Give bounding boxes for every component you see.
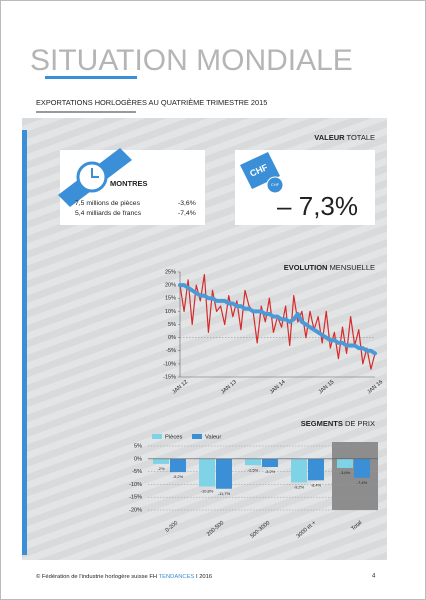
bar [245,458,261,466]
y-tick-label: 20% [165,283,176,289]
value-label: -7,4% [357,480,368,485]
legend-swatch [192,434,202,439]
total-value: – 7,3% [277,191,358,221]
chf-coin-label: CHF [271,182,280,187]
y-tick-label: 15% [165,296,176,302]
value-label: -11,7% [218,491,231,496]
y-tick-label: 0% [134,456,142,462]
bar [354,458,370,478]
legend-label: Valeur [205,435,221,441]
y-tick-label: 25% [165,269,176,275]
bar [170,458,186,473]
y-tick-label: -5% [166,348,176,354]
value-label: -5,2% [173,474,184,479]
bar [153,458,169,464]
evolution-label: EVOLUTION MENSUELLE [284,263,375,272]
chf-coin [266,176,284,194]
value-label: -10,8% [201,489,214,494]
y-tick-label: -10% [129,482,142,488]
y-tick-label: -15% [129,495,142,501]
title-underline [45,76,137,79]
watch-hands [91,168,99,178]
bar [216,458,232,489]
y-tick-label: 10% [165,309,176,315]
bar [308,458,324,481]
subtitle-underline [36,111,136,113]
segments-label: SEGMENTS DE PRIX [301,419,375,428]
watch-row: 5,4 milliards de francs [75,210,142,217]
watch-row-value: -3,6% [178,200,196,207]
y-tick-label: 5% [168,322,176,328]
value-label: -3,6% [340,470,351,475]
legend-swatch [152,434,162,439]
legend-label: Pièces [165,435,183,441]
value-label: -9,2% [294,484,305,489]
value-label: -3,2% [265,469,276,474]
bar [291,458,307,483]
y-tick-label: 5% [134,443,142,449]
footer: © Fédération de l'industrie horlogère su… [36,573,212,580]
y-tick-label: -20% [129,507,142,513]
title: SITUATION MONDIALE [30,44,353,77]
subtitle: EXPORTATIONS HORLOGÈRES AU QUATRIÈME TRI… [36,98,267,107]
y-tick-label: -5% [132,469,142,475]
value-label: -8,4% [311,482,322,487]
value-label: -2% [157,466,165,471]
bar [262,458,278,467]
bar [199,458,215,487]
y-tick-label: -10% [163,361,176,367]
bar [337,458,353,469]
y-tick-label: -15% [163,374,176,380]
watch-row-value: -7,4% [178,210,196,217]
watch-title: MONTRES [110,179,148,188]
side-bar [22,130,27,555]
total-label: VALEUR TOTALE [314,133,375,142]
page-number: 4 [372,574,376,580]
watch-row: 7,5 millions de pièces [75,200,141,207]
y-tick-label: 0% [168,335,176,341]
value-label: -2,5% [248,467,259,472]
series-line [178,283,377,356]
